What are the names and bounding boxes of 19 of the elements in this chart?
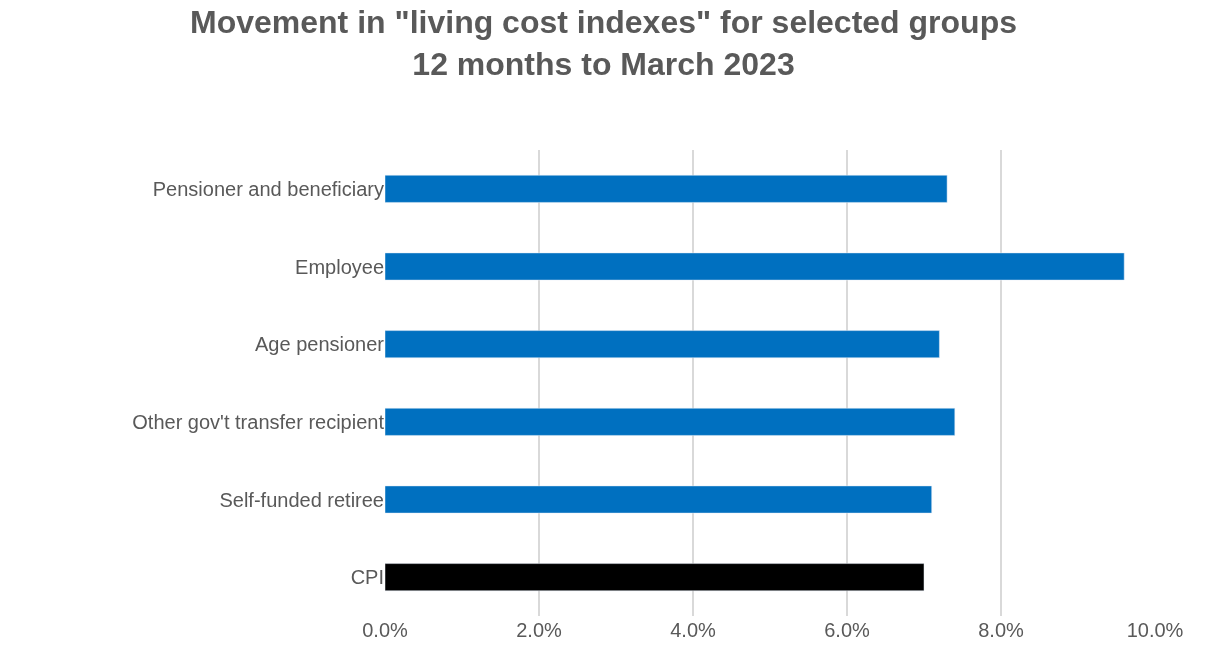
x-tick-label: 2.0%: [516, 619, 563, 641]
y-tick-label: Self-funded retiree: [219, 488, 384, 511]
y-tick-label: Other gov't transfer recipient: [132, 410, 385, 433]
bar: [385, 563, 925, 592]
bar: [385, 407, 956, 436]
y-tick-label: Age pensioner: [255, 333, 385, 356]
y-tick-label: CPI: [350, 566, 384, 589]
bar: [385, 174, 948, 203]
x-tick-label: 4.0%: [670, 619, 717, 641]
bar: [385, 252, 1125, 281]
x-tick-label: 0.0%: [362, 619, 409, 641]
bar: [385, 330, 940, 359]
bar: [385, 485, 932, 514]
x-tick-label: 6.0%: [824, 619, 871, 641]
y-tick-label: Employee: [295, 255, 384, 278]
y-tick-label: Pensioner and beneficiary: [152, 177, 384, 200]
x-tick-label: 10.0%: [1126, 619, 1184, 641]
x-tick-label: 8.0%: [978, 619, 1025, 641]
chart-title: Movement in "living cost indexes" for selected groups 12 months to March 2023: [190, 4, 1017, 82]
